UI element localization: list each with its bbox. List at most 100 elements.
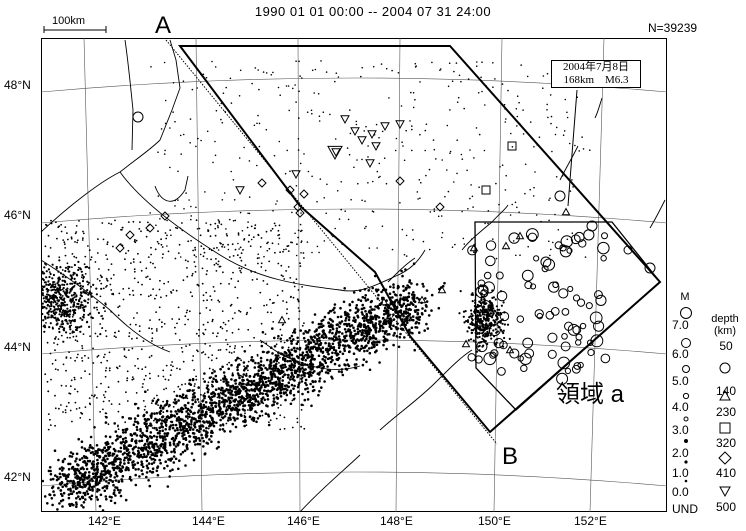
map-frame[interactable] [41, 38, 667, 512]
epicenter [303, 322, 305, 324]
meridian-2 [297, 37, 301, 513]
epicenter [234, 425, 238, 429]
epicenter [203, 251, 206, 254]
epicenter [374, 322, 378, 325]
epicenter [145, 439, 149, 443]
epicenter [63, 457, 66, 461]
epicenter [127, 221, 130, 224]
epicenter [203, 372, 206, 375]
epicenter [498, 308, 501, 311]
epicenter [205, 434, 209, 438]
epicenter [345, 358, 349, 362]
epicenter [254, 224, 257, 227]
epicenter [264, 380, 268, 384]
epicenter [415, 326, 419, 329]
epicenter [88, 249, 91, 252]
epicenter [99, 274, 102, 277]
epicenter [408, 280, 411, 284]
epicenter [79, 287, 82, 291]
epicenter [207, 395, 211, 399]
epicenter [102, 306, 105, 309]
epicenter [184, 315, 187, 318]
epicenter [406, 321, 409, 325]
epicenter [261, 414, 264, 417]
epicenter [332, 348, 336, 352]
epicenter [158, 450, 161, 453]
epicenter [52, 490, 55, 493]
epicenter [279, 414, 282, 417]
deep-event-circle [600, 255, 607, 262]
epicenter [243, 414, 246, 417]
epicenter [505, 174, 508, 177]
epicenter [193, 391, 196, 395]
epicenter [195, 378, 198, 381]
epicenter [304, 387, 307, 391]
epicenter [306, 241, 309, 243]
epicenter [275, 203, 277, 205]
epicenter [297, 138, 300, 140]
epicenter [451, 80, 454, 82]
epicenter [219, 282, 222, 285]
epicenter [58, 330, 61, 334]
epicenter [186, 429, 189, 433]
epicenter [474, 312, 477, 315]
epicenter [351, 300, 354, 304]
epicenter [324, 361, 328, 365]
epicenter [238, 309, 240, 312]
epicenter [60, 469, 64, 472]
epicenter [238, 267, 241, 269]
epicenter [168, 441, 172, 445]
epicenter [178, 243, 181, 246]
epicenter [140, 293, 142, 296]
epicenter [365, 344, 368, 348]
epicenter [44, 373, 47, 376]
epicenter [134, 468, 137, 471]
epicenter [92, 460, 95, 463]
epicenter [67, 401, 70, 404]
epicenter [291, 399, 294, 402]
epicenter [383, 332, 387, 335]
epicenter [260, 369, 262, 372]
epicenter [142, 453, 146, 456]
epicenter [455, 62, 458, 64]
epicenter [69, 487, 72, 491]
epicenter [200, 412, 203, 414]
epicenter [352, 319, 355, 322]
epicenter [157, 151, 159, 153]
epicenter [328, 325, 332, 329]
epicenter [243, 238, 246, 240]
deep-event-inverted-triangle [357, 136, 367, 146]
epicenter [217, 440, 220, 444]
epicenter [250, 380, 253, 383]
epicenter [132, 423, 136, 427]
epicenter [152, 434, 156, 438]
epicenter [272, 210, 274, 212]
epicenter [82, 232, 85, 235]
epicenter [83, 475, 86, 479]
epicenter [307, 375, 311, 379]
epicenter [88, 291, 91, 294]
epicenter [151, 453, 155, 457]
epicenter [273, 154, 276, 157]
epicenter [278, 140, 281, 143]
deep-event-inverted-triangle [291, 170, 301, 180]
epicenter [73, 482, 76, 486]
epicenter [41, 302, 44, 305]
epicenter [232, 388, 235, 390]
epicenter [92, 485, 96, 488]
epicenter [78, 497, 82, 501]
epicenter [197, 401, 200, 403]
epicenter [279, 94, 282, 96]
epicenter [85, 292, 88, 295]
epicenter [50, 316, 53, 319]
epicenter [220, 416, 223, 419]
epicenter [261, 375, 265, 379]
epicenter [104, 329, 107, 332]
epicenter [159, 279, 161, 282]
epicenter [334, 351, 337, 355]
epicenter [319, 363, 322, 366]
epicenter [381, 288, 385, 292]
epicenter [388, 97, 390, 99]
epicenter [505, 118, 507, 120]
epicenter [156, 445, 159, 448]
